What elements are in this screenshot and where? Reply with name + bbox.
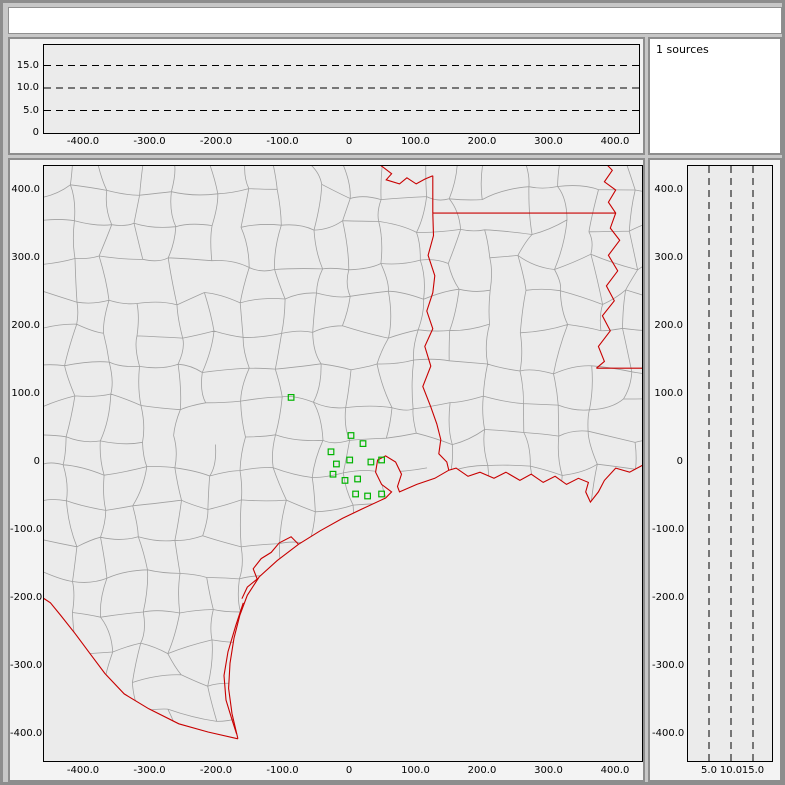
lma-station-marker (364, 492, 371, 500)
gulf-coast (228, 455, 643, 739)
plan-view-panel: 400.0 300.0 200.0 100.0 0 -100.0 -200.0 -300.0 -… (8, 158, 645, 782)
ns-tick-label: -300.0 (10, 660, 43, 671)
lma-station-marker (333, 460, 340, 468)
ew-tick-label: 400.0 (600, 765, 630, 776)
altitude-ns-plot[interactable] (687, 165, 773, 762)
ew-tick-label: -300.0 (133, 765, 166, 776)
altitude-tick-label: 15.0 (16, 59, 39, 71)
altitude-tick-label: 0 (32, 127, 39, 138)
ew-tick-label: -300.0 (133, 136, 166, 147)
altitude-ns-panel: 400.0 300.0 200.0 100.0 0 -100.0 -200.0 -300.0 -… (648, 158, 782, 782)
lma-station-marker (378, 490, 385, 498)
ns-tick-label: 100.0 (654, 388, 683, 399)
lma-station-marker (346, 456, 354, 464)
ew-tick-label: 100.0 (401, 765, 430, 776)
red-river (379, 165, 434, 185)
ns-tick-label: 200.0 (654, 320, 683, 331)
sources-count-label: 1 sources (656, 43, 709, 56)
ns-tick-label: 300.0 (11, 252, 40, 263)
ns-tick-label: -300.0 (652, 660, 685, 671)
ew-tick-label: 200.0 (467, 765, 497, 776)
altitude-tick-label: 10.0 (719, 765, 743, 776)
tx-la-border (422, 213, 450, 471)
altitude-ew-panel: 0 5.0 10.0 15.0 -400.0 -300.0 -200.0 -100.0 0 100… (8, 37, 645, 155)
ew-tick-label: -100.0 (266, 765, 299, 776)
ns-tick-label: -200.0 (10, 592, 43, 603)
lma-station-marker (329, 470, 337, 478)
ns-tick-label: 0 (676, 456, 683, 467)
ns-tick-label: 400.0 (654, 184, 683, 195)
rio-grande (43, 597, 239, 740)
ew-tick-label: 0 (345, 136, 353, 147)
altitude-tick-label: 5.0 (701, 765, 717, 776)
ew-tick-label: 100.0 (401, 136, 430, 147)
lma-station-marker (367, 458, 375, 466)
sources-count-panel: 1 sources (648, 37, 782, 155)
ew-tick-label: 0 (345, 765, 353, 776)
lma-station-marker (354, 475, 361, 483)
map-background (43, 165, 643, 762)
ew-tick-label: -200.0 (199, 136, 233, 147)
ns-tick-label: -100.0 (10, 524, 43, 535)
ns-plot-background (687, 165, 773, 762)
lma-station-marker (352, 490, 359, 498)
altitude-tick-label: 5.0 (23, 104, 39, 116)
ns-tick-label: -100.0 (652, 524, 685, 535)
ns-tick-label: -400.0 (652, 728, 685, 739)
ew-plot-background (43, 44, 640, 134)
ns-tick-label: 0 (33, 456, 40, 467)
lma-station-marker (347, 432, 355, 439)
ew-tick-label: 300.0 (534, 136, 563, 147)
window-title: Houston Lightning Mapping Array 0900-100… (8, 7, 782, 34)
ns-plot-frame (687, 165, 773, 762)
ew-tick-label: -200.0 (199, 765, 233, 776)
map-frame (43, 165, 643, 762)
lma-station-marker (341, 477, 349, 484)
ew-tick-label: 400.0 (600, 136, 630, 147)
ns-tick-label: -400.0 (10, 728, 43, 739)
lma-station-marker (359, 440, 367, 447)
laguna-madre-shore (223, 602, 244, 735)
mississippi-river (596, 165, 621, 369)
ew-plot-frame (43, 44, 640, 134)
plan-view-map[interactable] (43, 165, 643, 762)
altitude-tick-label: 15.0 (741, 765, 765, 776)
ns-tick-label: 400.0 (11, 184, 40, 195)
coastal-bays (241, 536, 299, 599)
ns-tick-label: 100.0 (11, 388, 40, 399)
ew-tick-label: 200.0 (467, 136, 497, 147)
altitude-tick-label: 10.0 (16, 82, 39, 93)
lma-station-marker (327, 448, 335, 456)
ew-tick-label: -100.0 (266, 136, 299, 147)
ew-tick-label: -400.0 (66, 136, 100, 147)
ns-tick-label: 300.0 (654, 252, 683, 263)
lma-station-marker (378, 456, 385, 464)
ns-tick-label: -200.0 (652, 592, 685, 603)
ew-tick-label: -400.0 (66, 765, 100, 776)
ew-tick-label: 300.0 (534, 765, 563, 776)
altitude-ew-plot[interactable] (43, 44, 640, 134)
lma-station-marker (287, 394, 295, 401)
ns-tick-label: 200.0 (11, 320, 40, 331)
